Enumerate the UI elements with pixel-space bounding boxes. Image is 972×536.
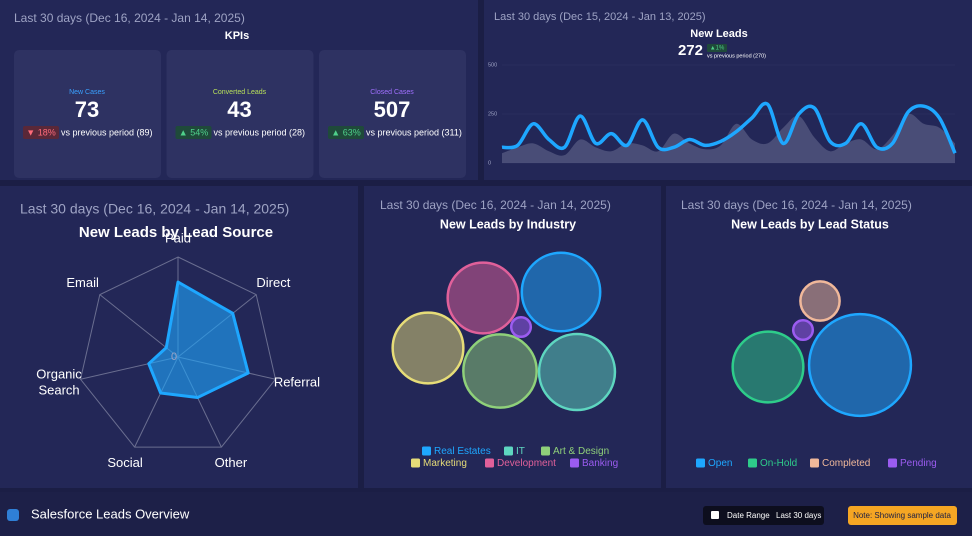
legend-label: IT bbox=[516, 446, 525, 457]
radar-label: Paid bbox=[165, 230, 191, 245]
bubble bbox=[509, 315, 533, 339]
kpi-change-badge bbox=[175, 126, 212, 139]
panel-subtitle: Last 30 days (Dec 16, 2024 - Jan 14, 202… bbox=[14, 11, 245, 25]
panel-subtitle: Last 30 days (Dec 15, 2024 - Jan 13, 202… bbox=[494, 11, 706, 23]
note-badge bbox=[848, 506, 957, 525]
app-icon bbox=[7, 509, 19, 521]
chart-title: New Leads by Lead Status bbox=[731, 217, 889, 231]
chart-title: New Leads bbox=[690, 28, 747, 40]
kpi-change: ▼ 18% bbox=[26, 127, 55, 137]
legend-label: Art & Design bbox=[553, 446, 609, 457]
legend-label: Marketing bbox=[423, 458, 467, 469]
kpi-label: Closed Cases bbox=[370, 89, 414, 96]
bubble bbox=[791, 318, 815, 342]
calendar-icon bbox=[711, 511, 719, 519]
kpi-card bbox=[166, 50, 314, 178]
date-range-label: Date Range bbox=[727, 511, 770, 520]
legend-checkbox bbox=[485, 458, 494, 468]
kpi-change-badge bbox=[328, 126, 364, 139]
y-tick-label: 500 bbox=[488, 62, 497, 68]
kpi-card bbox=[319, 50, 466, 178]
chart-title: New Leads by Lead Source bbox=[79, 224, 273, 241]
bubble bbox=[520, 251, 602, 333]
panel-subtitle: Last 30 days (Dec 16, 2024 - Jan 14, 202… bbox=[681, 198, 912, 212]
bubble bbox=[799, 280, 841, 322]
date-range-value: Last 30 days bbox=[776, 511, 821, 520]
line bbox=[501, 101, 957, 154]
legend-checkbox bbox=[541, 446, 550, 456]
legend-label: Completed bbox=[822, 458, 870, 469]
kpi-label: New Cases bbox=[69, 89, 105, 96]
kpi-change: ▲ 63% bbox=[331, 127, 360, 137]
bubble bbox=[807, 312, 913, 418]
footer-title: Salesforce Leads Overview bbox=[31, 506, 190, 521]
legend-checkbox bbox=[748, 458, 757, 468]
kpi-comparison: vs previous period (311) bbox=[366, 127, 462, 137]
chart-title: New Leads by Industry bbox=[440, 217, 576, 231]
date-range-button[interactable] bbox=[703, 506, 824, 525]
legend-checkbox bbox=[422, 446, 431, 456]
panel-subtitle: Last 30 days (Dec 16, 2024 - Jan 14, 202… bbox=[20, 201, 289, 217]
radar-label: Organic Search bbox=[36, 367, 82, 398]
legend-checkbox bbox=[504, 446, 513, 456]
radar-label: Direct bbox=[256, 275, 290, 290]
kpi-change: ▲ 54% bbox=[179, 127, 208, 137]
kpi-comparison: vs previous period (89) bbox=[61, 127, 153, 137]
legend-checkbox bbox=[570, 458, 579, 468]
note-text: Note: Showing sample data bbox=[853, 511, 951, 520]
headline-change-badge bbox=[707, 44, 727, 52]
headline-comparison: vs previous period (270) bbox=[707, 53, 766, 59]
legend-label: Development bbox=[497, 458, 556, 469]
bubble bbox=[537, 332, 617, 412]
legend-checkbox bbox=[411, 458, 420, 468]
radar-area bbox=[147, 280, 250, 400]
legend-label: On-Hold bbox=[760, 458, 797, 469]
radar-label: Email bbox=[66, 275, 99, 290]
radar-label: Other bbox=[215, 455, 248, 470]
radar-label: Referral bbox=[274, 375, 320, 390]
legend-label: Real Estates bbox=[434, 446, 491, 457]
legend-checkbox bbox=[696, 458, 705, 468]
y-tick-label: 250 bbox=[488, 111, 497, 117]
radar-tick-label: 0 bbox=[171, 351, 177, 363]
headline-change: ▲1% bbox=[710, 46, 725, 52]
kpi-change-badge bbox=[23, 126, 59, 139]
radar-label: Social bbox=[107, 455, 143, 470]
kpi-value: 507 bbox=[374, 97, 411, 122]
bubble bbox=[391, 311, 465, 385]
legend-checkbox bbox=[888, 458, 897, 468]
y-tick-label: 0 bbox=[488, 160, 491, 166]
kpi-value: 73 bbox=[75, 97, 99, 122]
bubble bbox=[731, 330, 805, 404]
panel-subtitle: Last 30 days (Dec 16, 2024 - Jan 14, 202… bbox=[380, 198, 611, 212]
legend-label: Pending bbox=[900, 458, 937, 469]
legend-label: Banking bbox=[582, 458, 618, 469]
panel-title: KPIs bbox=[225, 30, 249, 42]
radar-grid bbox=[79, 256, 277, 448]
kpi-label: Converted Leads bbox=[213, 89, 267, 96]
bubble bbox=[446, 261, 520, 335]
kpi-card bbox=[14, 50, 161, 178]
legend-label: Open bbox=[708, 458, 732, 469]
legend-checkbox bbox=[810, 458, 819, 468]
kpi-value: 43 bbox=[227, 97, 251, 122]
bubble bbox=[462, 333, 538, 409]
kpi-comparison: vs previous period (28) bbox=[214, 127, 306, 137]
headline-value: 272 bbox=[678, 42, 703, 59]
